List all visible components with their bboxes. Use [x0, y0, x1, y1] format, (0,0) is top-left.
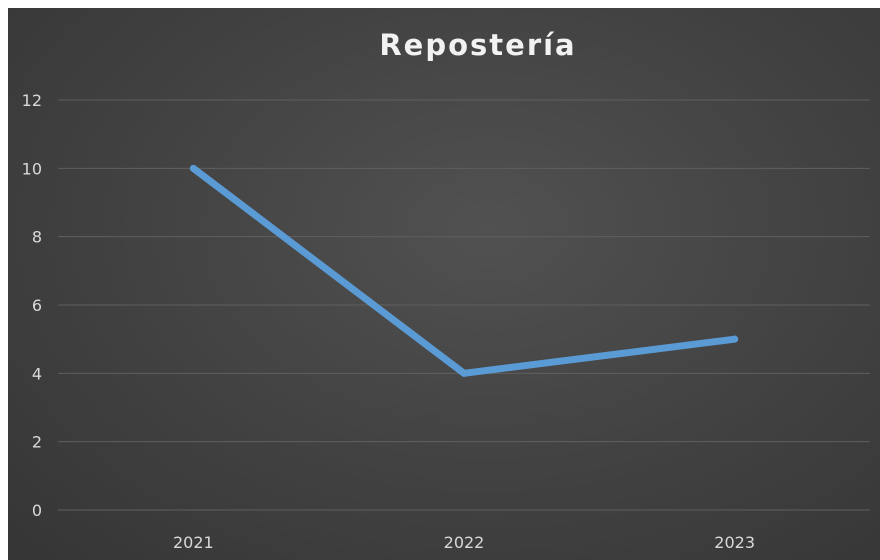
series-line	[189, 164, 739, 377]
x-tick-label: 2023	[714, 533, 755, 552]
chart-area: Repostería 0 2 4 6 8 10 12 2021 2022 2023	[8, 8, 880, 560]
y-tick-label: 0	[32, 501, 42, 520]
y-tick-label: 10	[22, 159, 42, 178]
data-point	[460, 369, 468, 377]
x-axis-tick-labels: 2021 2022 2023	[173, 533, 755, 552]
data-point	[189, 164, 197, 172]
y-tick-label: 12	[22, 91, 42, 110]
x-tick-label: 2021	[173, 533, 214, 552]
line-chart: Repostería 0 2 4 6 8 10 12 2021 2022 2023	[22, 28, 870, 552]
y-axis-tick-labels: 0 2 4 6 8 10 12	[22, 91, 42, 520]
y-tick-label: 2	[32, 433, 42, 452]
y-tick-label: 6	[32, 296, 42, 315]
x-tick-label: 2022	[444, 533, 485, 552]
data-point	[731, 335, 739, 343]
series-layer	[189, 164, 739, 377]
gridlines	[58, 99, 870, 511]
chart-title: Repostería	[379, 28, 576, 62]
y-tick-label: 8	[32, 228, 42, 247]
y-tick-label: 4	[32, 364, 42, 383]
